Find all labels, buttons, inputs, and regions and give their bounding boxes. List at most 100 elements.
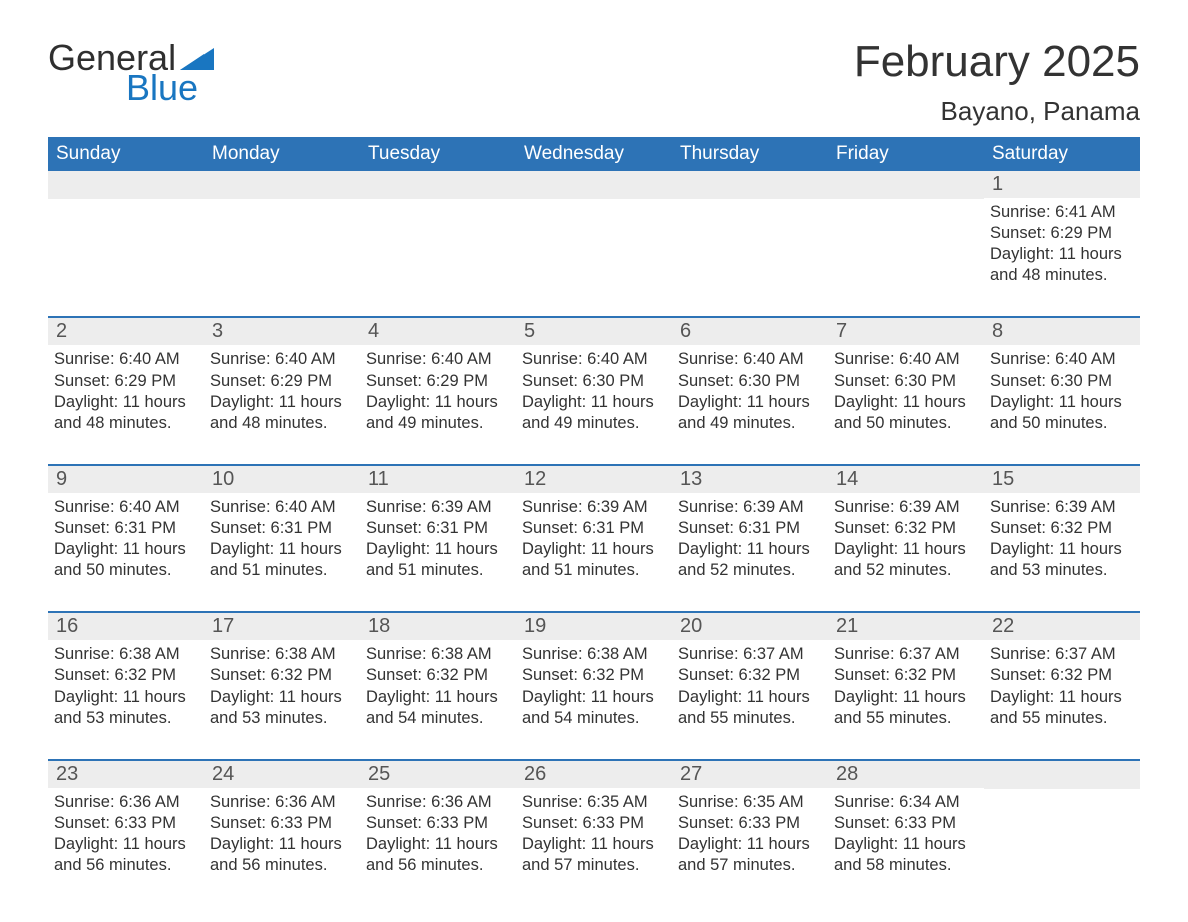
- logo: General Blue: [48, 40, 214, 106]
- daylight-text: Daylight: 11 hours and 51 minutes.: [210, 539, 354, 581]
- sunset-text: Sunset: 6:29 PM: [990, 223, 1134, 244]
- calendar-cell: 20Sunrise: 6:37 AMSunset: 6:32 PMDayligh…: [672, 613, 828, 734]
- sunset-text: Sunset: 6:33 PM: [678, 813, 822, 834]
- sunset-text: Sunset: 6:33 PM: [366, 813, 510, 834]
- daylight-text: Daylight: 11 hours and 55 minutes.: [834, 687, 978, 729]
- calendar-cell: 12Sunrise: 6:39 AMSunset: 6:31 PMDayligh…: [516, 466, 672, 587]
- day-number: 19: [516, 613, 672, 640]
- calendar-cell: 8Sunrise: 6:40 AMSunset: 6:30 PMDaylight…: [984, 318, 1140, 439]
- day-number: 6: [672, 318, 828, 345]
- sunrise-text: Sunrise: 6:36 AM: [54, 792, 198, 813]
- daylight-text: Daylight: 11 hours and 49 minutes.: [522, 392, 666, 434]
- calendar-week: 9Sunrise: 6:40 AMSunset: 6:31 PMDaylight…: [48, 464, 1140, 587]
- calendar-cell: 15Sunrise: 6:39 AMSunset: 6:32 PMDayligh…: [984, 466, 1140, 587]
- sunset-text: Sunset: 6:31 PM: [210, 518, 354, 539]
- calendar-cell: 3Sunrise: 6:40 AMSunset: 6:29 PMDaylight…: [204, 318, 360, 439]
- sunset-text: Sunset: 6:29 PM: [54, 371, 198, 392]
- sunset-text: Sunset: 6:33 PM: [210, 813, 354, 834]
- calendar-week: 1Sunrise: 6:41 AMSunset: 6:29 PMDaylight…: [48, 171, 1140, 292]
- daylight-text: Daylight: 11 hours and 56 minutes.: [366, 834, 510, 876]
- daylight-text: Daylight: 11 hours and 55 minutes.: [678, 687, 822, 729]
- sunrise-text: Sunrise: 6:37 AM: [834, 644, 978, 665]
- daylight-text: Daylight: 11 hours and 48 minutes.: [54, 392, 198, 434]
- month-title: February 2025: [854, 40, 1140, 84]
- header: General Blue February 2025 Bayano, Panam…: [48, 40, 1140, 127]
- title-block: February 2025 Bayano, Panama: [854, 40, 1140, 127]
- sunset-text: Sunset: 6:31 PM: [54, 518, 198, 539]
- sunrise-text: Sunrise: 6:39 AM: [366, 497, 510, 518]
- sunrise-text: Sunrise: 6:38 AM: [366, 644, 510, 665]
- daylight-text: Daylight: 11 hours and 54 minutes.: [522, 687, 666, 729]
- day-number: 15: [984, 466, 1140, 493]
- calendar-cell: 25Sunrise: 6:36 AMSunset: 6:33 PMDayligh…: [360, 761, 516, 882]
- day-number: 25: [360, 761, 516, 788]
- sunset-text: Sunset: 6:33 PM: [522, 813, 666, 834]
- day-number: 24: [204, 761, 360, 788]
- sunrise-text: Sunrise: 6:38 AM: [210, 644, 354, 665]
- calendar: Sunday Monday Tuesday Wednesday Thursday…: [48, 137, 1140, 882]
- day-header-sunday: Sunday: [48, 137, 204, 171]
- daylight-text: Daylight: 11 hours and 57 minutes.: [522, 834, 666, 876]
- sunset-text: Sunset: 6:30 PM: [990, 371, 1134, 392]
- day-number: 26: [516, 761, 672, 788]
- sunset-text: Sunset: 6:32 PM: [54, 665, 198, 686]
- logo-text-blue: Blue: [126, 70, 214, 106]
- sunset-text: Sunset: 6:30 PM: [522, 371, 666, 392]
- sunrise-text: Sunrise: 6:38 AM: [54, 644, 198, 665]
- sunset-text: Sunset: 6:33 PM: [54, 813, 198, 834]
- day-number: [672, 171, 828, 199]
- day-number: 4: [360, 318, 516, 345]
- day-number: 5: [516, 318, 672, 345]
- calendar-cell: 21Sunrise: 6:37 AMSunset: 6:32 PMDayligh…: [828, 613, 984, 734]
- calendar-cell: 4Sunrise: 6:40 AMSunset: 6:29 PMDaylight…: [360, 318, 516, 439]
- daylight-text: Daylight: 11 hours and 53 minutes.: [54, 687, 198, 729]
- sunrise-text: Sunrise: 6:34 AM: [834, 792, 978, 813]
- sunrise-text: Sunrise: 6:38 AM: [522, 644, 666, 665]
- sunset-text: Sunset: 6:30 PM: [834, 371, 978, 392]
- day-header-tuesday: Tuesday: [360, 137, 516, 171]
- day-header-wednesday: Wednesday: [516, 137, 672, 171]
- sunrise-text: Sunrise: 6:37 AM: [678, 644, 822, 665]
- day-number: 16: [48, 613, 204, 640]
- daylight-text: Daylight: 11 hours and 54 minutes.: [366, 687, 510, 729]
- day-number: [204, 171, 360, 199]
- day-number: [360, 171, 516, 199]
- calendar-cell: [984, 761, 1140, 882]
- sunrise-text: Sunrise: 6:39 AM: [678, 497, 822, 518]
- calendar-cell: 22Sunrise: 6:37 AMSunset: 6:32 PMDayligh…: [984, 613, 1140, 734]
- sunset-text: Sunset: 6:31 PM: [366, 518, 510, 539]
- daylight-text: Daylight: 11 hours and 51 minutes.: [366, 539, 510, 581]
- day-number: 12: [516, 466, 672, 493]
- daylight-text: Daylight: 11 hours and 56 minutes.: [210, 834, 354, 876]
- sunset-text: Sunset: 6:32 PM: [522, 665, 666, 686]
- calendar-cell: 28Sunrise: 6:34 AMSunset: 6:33 PMDayligh…: [828, 761, 984, 882]
- daylight-text: Daylight: 11 hours and 48 minutes.: [990, 244, 1134, 286]
- calendar-cell: 1Sunrise: 6:41 AMSunset: 6:29 PMDaylight…: [984, 171, 1140, 292]
- daylight-text: Daylight: 11 hours and 50 minutes.: [54, 539, 198, 581]
- calendar-cell: 14Sunrise: 6:39 AMSunset: 6:32 PMDayligh…: [828, 466, 984, 587]
- calendar-cell: 11Sunrise: 6:39 AMSunset: 6:31 PMDayligh…: [360, 466, 516, 587]
- day-number: 28: [828, 761, 984, 788]
- day-header-monday: Monday: [204, 137, 360, 171]
- sunrise-text: Sunrise: 6:36 AM: [210, 792, 354, 813]
- daylight-text: Daylight: 11 hours and 53 minutes.: [990, 539, 1134, 581]
- calendar-cell: 18Sunrise: 6:38 AMSunset: 6:32 PMDayligh…: [360, 613, 516, 734]
- calendar-cell: [828, 171, 984, 292]
- sunset-text: Sunset: 6:31 PM: [522, 518, 666, 539]
- daylight-text: Daylight: 11 hours and 52 minutes.: [678, 539, 822, 581]
- day-number: [828, 171, 984, 199]
- calendar-week: 2Sunrise: 6:40 AMSunset: 6:29 PMDaylight…: [48, 316, 1140, 439]
- calendar-cell: [360, 171, 516, 292]
- sunset-text: Sunset: 6:32 PM: [834, 518, 978, 539]
- daylight-text: Daylight: 11 hours and 55 minutes.: [990, 687, 1134, 729]
- day-number: [516, 171, 672, 199]
- calendar-cell: 10Sunrise: 6:40 AMSunset: 6:31 PMDayligh…: [204, 466, 360, 587]
- sunrise-text: Sunrise: 6:35 AM: [678, 792, 822, 813]
- sunset-text: Sunset: 6:32 PM: [210, 665, 354, 686]
- daylight-text: Daylight: 11 hours and 50 minutes.: [990, 392, 1134, 434]
- calendar-cell: [516, 171, 672, 292]
- sunrise-text: Sunrise: 6:40 AM: [834, 349, 978, 370]
- location: Bayano, Panama: [854, 96, 1140, 127]
- calendar-week: 23Sunrise: 6:36 AMSunset: 6:33 PMDayligh…: [48, 759, 1140, 882]
- weeks-container: 1Sunrise: 6:41 AMSunset: 6:29 PMDaylight…: [48, 171, 1140, 882]
